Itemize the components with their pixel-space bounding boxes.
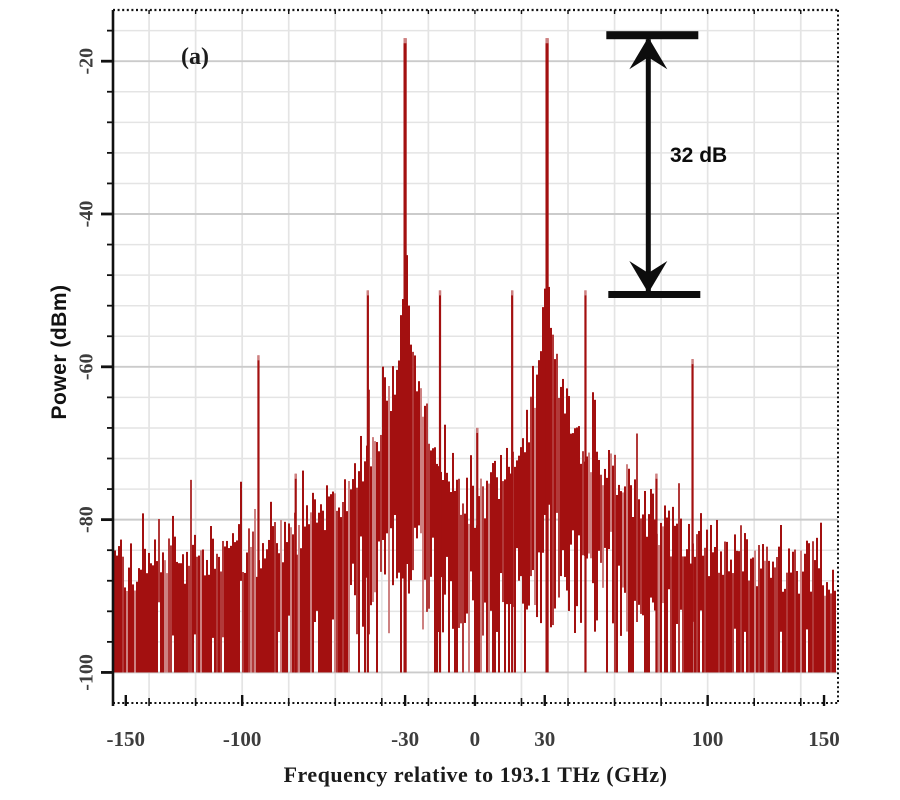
- spectral-line: [257, 355, 260, 673]
- y-tick-label: -80: [76, 506, 98, 533]
- x-tick-label: 100: [692, 727, 724, 751]
- spectral-line: [476, 427, 479, 673]
- spectral-line: [403, 38, 407, 673]
- y-tick-label: -40: [76, 201, 98, 228]
- db-range-arrow: [606, 31, 701, 298]
- x-tick-label: 0: [470, 727, 481, 751]
- y-axis: -20 -40 -60 -80 -100: [76, 29, 113, 691]
- spectral-line: [691, 359, 694, 673]
- panel-label: (a): [181, 44, 209, 70]
- spectral-line: [438, 290, 442, 673]
- spectral-line: [584, 290, 587, 673]
- x-axis: -150 -100 -30 0 30 100 150: [107, 10, 840, 751]
- x-axis-title: Frequency relative to 193.1 THz (GHz): [283, 762, 668, 787]
- x-tick-label: -100: [223, 727, 262, 751]
- y-tick-label: -60: [76, 353, 98, 380]
- plot-frame: [111, 8, 839, 706]
- y-tick-label: -100: [76, 654, 98, 691]
- y-axis-title: Power (dBm): [48, 284, 71, 420]
- spectral-line: [655, 473, 658, 673]
- spectral-line: [366, 290, 369, 673]
- y-tick-label: -20: [76, 48, 98, 75]
- x-tick-label: 30: [534, 727, 555, 751]
- x-tick-label: -30: [391, 727, 419, 751]
- spectral-line: [294, 473, 297, 673]
- spectral-line: [511, 290, 514, 673]
- spectral-line: [545, 38, 549, 673]
- spectral-lines: [257, 38, 694, 673]
- noise-series: [114, 228, 836, 673]
- x-tick-label: -150: [107, 727, 146, 751]
- x-tick-label: 150: [808, 727, 840, 751]
- db-range-annotation-text: 32 dB: [670, 144, 728, 167]
